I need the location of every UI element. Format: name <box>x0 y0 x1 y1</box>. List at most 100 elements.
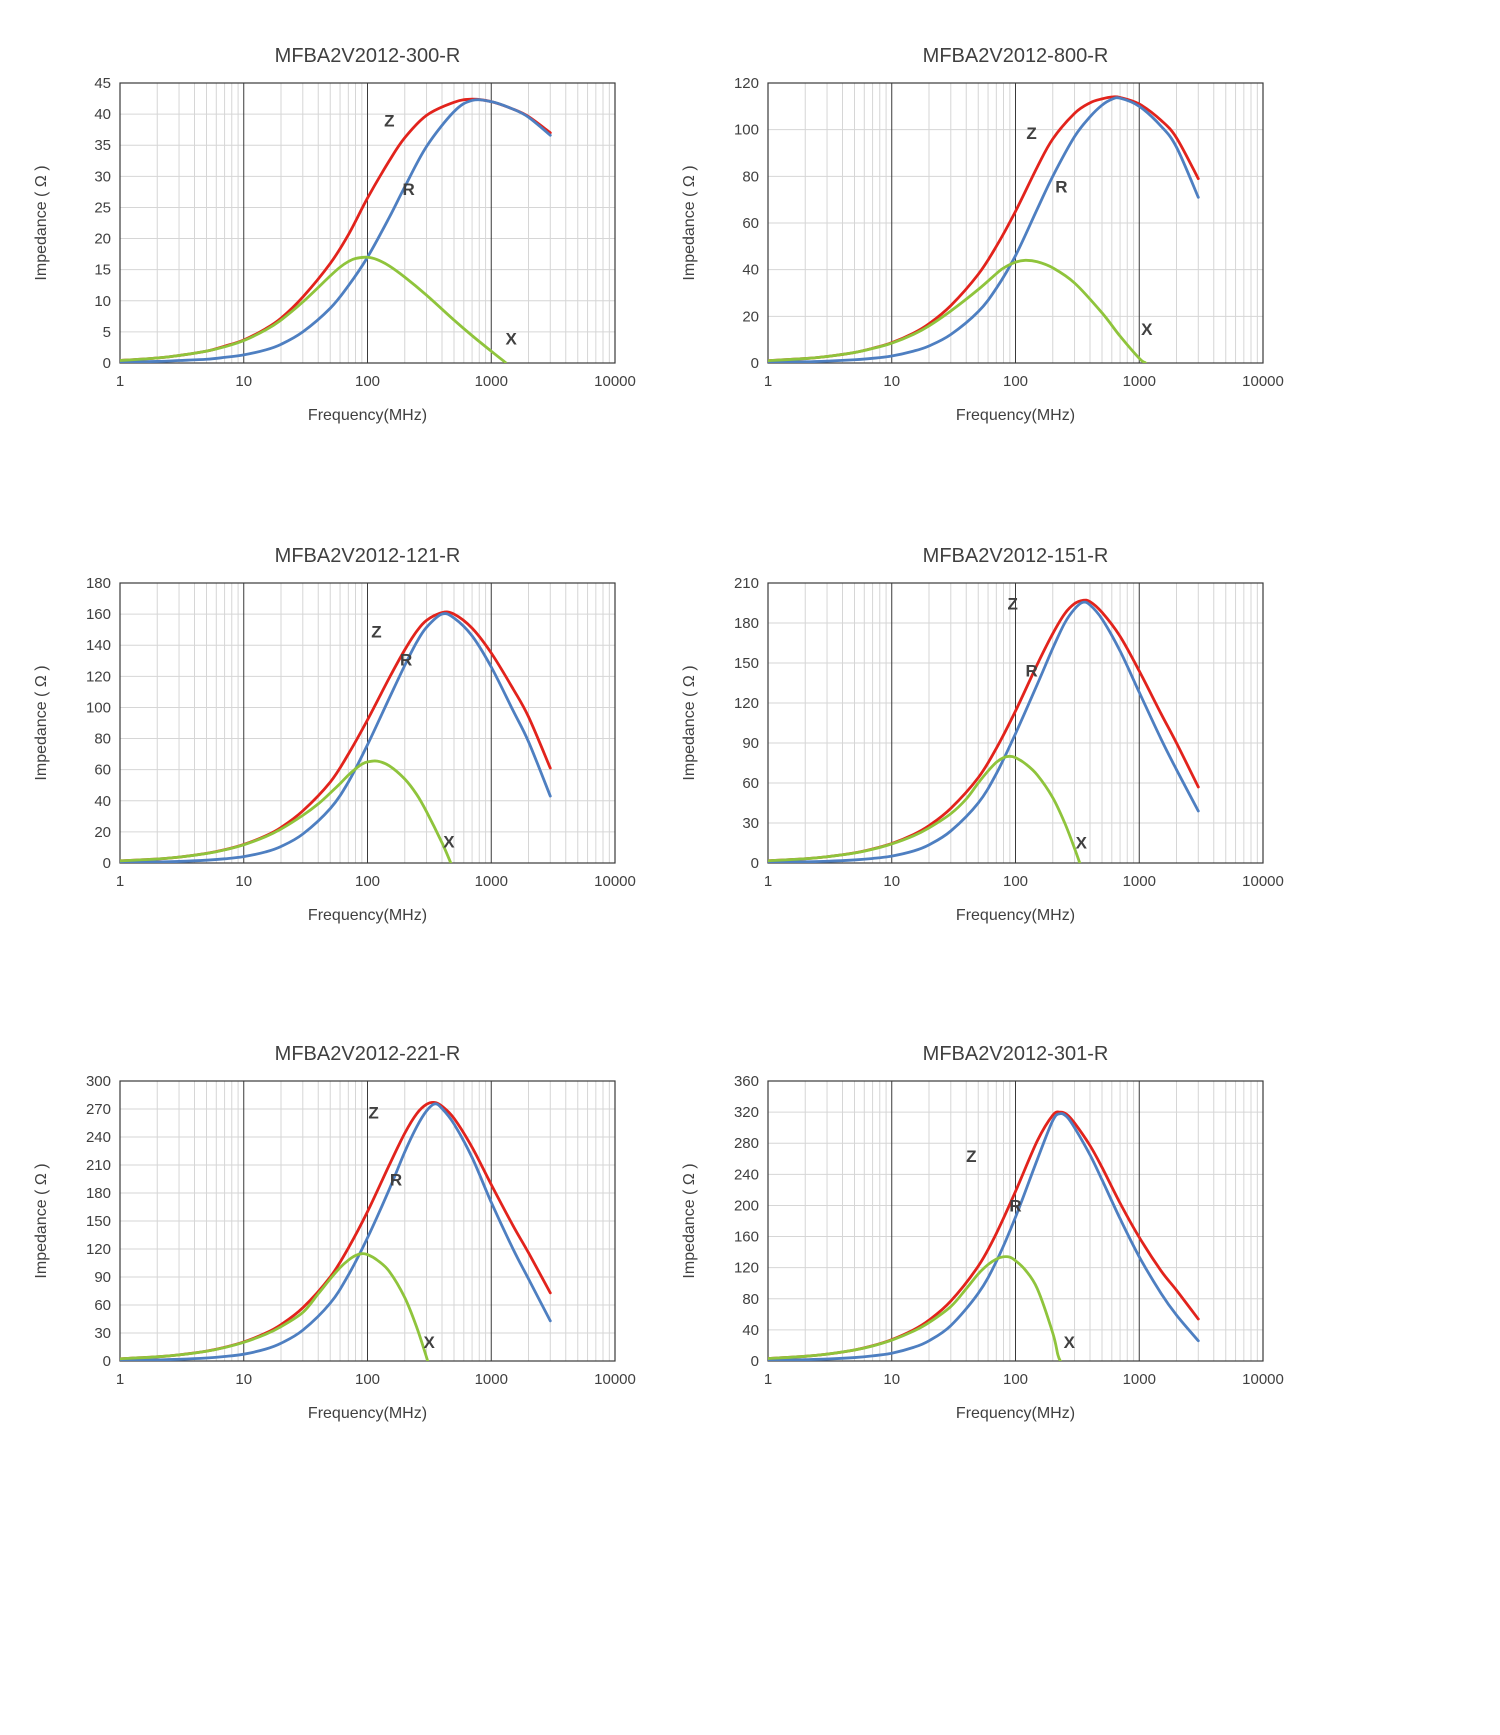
series-curve-X <box>768 1255 1062 1361</box>
y-tick-label: 0 <box>751 1353 759 1370</box>
gridlines <box>768 582 1263 864</box>
x-axis-label: Frequency(MHz) <box>956 1405 1075 1422</box>
x-tick-label: 10000 <box>594 873 636 890</box>
series-label-R: R <box>400 650 412 669</box>
x-axis-label: Frequency(MHz) <box>308 1405 427 1422</box>
y-tick-label: 180 <box>86 575 111 592</box>
y-tick-label: 80 <box>742 168 759 185</box>
gridlines <box>120 1080 615 1362</box>
y-tick-label: 10 <box>94 293 111 310</box>
series-curve-R <box>120 98 552 363</box>
x-tick-label: 100 <box>1003 873 1028 890</box>
impedance-chart: Z R X 0 40 80 120 160 200 240 280 320 360 1 10 100 1000 1… <box>668 1026 1368 1476</box>
x-tick-label: 100 <box>355 373 380 390</box>
y-tick-label: 360 <box>734 1073 759 1090</box>
plot-border <box>767 582 1264 864</box>
y-axis-label: Impedance ( Ω ) <box>33 165 50 280</box>
impedance-chart-svg: Z R X 0 5 10 15 20 25 30 35 40 45 1 10 100 1000 10000 MFBA… <box>33 45 636 424</box>
series-curve-X <box>768 754 1082 863</box>
series-curve-R <box>120 612 552 863</box>
series-curves <box>120 97 552 363</box>
x-tick-label: 1000 <box>1123 873 1156 890</box>
impedance-chart: Z R X 0 20 40 60 80 100 120 1 10 100 1000 10000 MFBA2V2… <box>668 28 1368 478</box>
y-tick-label: 120 <box>734 1260 759 1277</box>
x-tick-label: 1 <box>116 873 124 890</box>
impedance-chart: Z R X 0 5 10 15 20 25 30 35 40 45 1 10 100 1000 10000 MFBA… <box>20 28 720 478</box>
y-tick-label: 270 <box>86 1101 111 1118</box>
y-tick-label: 60 <box>742 775 759 792</box>
series-label-R: R <box>402 180 414 199</box>
x-tick-label: 10000 <box>594 1371 636 1388</box>
y-tick-label: 120 <box>734 75 759 92</box>
y-tick-label: 180 <box>86 1185 111 1202</box>
y-tick-label: 120 <box>86 668 111 685</box>
y-tick-label: 0 <box>751 355 759 372</box>
x-tick-label: 1 <box>764 373 772 390</box>
y-axis-label: Impedance ( Ω ) <box>33 1163 50 1278</box>
x-tick-label: 10 <box>235 1371 252 1388</box>
y-tick-label: 0 <box>103 1353 111 1370</box>
plot-border <box>119 1080 616 1362</box>
series-label-R: R <box>1055 178 1067 197</box>
x-tick-label: 1 <box>116 373 124 390</box>
series-label-R: R <box>390 1171 402 1190</box>
y-tick-label: 210 <box>86 1157 111 1174</box>
series-curve-R <box>120 1102 552 1361</box>
plot-border <box>119 582 616 864</box>
y-tick-label: 320 <box>734 1104 759 1121</box>
x-axis-label: Frequency(MHz) <box>956 907 1075 924</box>
y-tick-label: 40 <box>94 793 111 810</box>
y-tick-label: 40 <box>742 262 759 279</box>
plot-border <box>767 82 1264 364</box>
y-tick-label: 20 <box>742 308 759 325</box>
series-label-Z: Z <box>1026 124 1036 143</box>
impedance-chart-svg: Z R X 0 30 60 90 120 150 180 210 1 10 100 1000 10000 MFB… <box>681 545 1284 924</box>
x-tick-label: 1000 <box>475 373 508 390</box>
impedance-chart: Z R X 0 20 40 60 80 100 120 140 160 180 1 10 100 1000 100… <box>20 528 720 978</box>
chart-title: MFBA2V2012-151-R <box>923 545 1109 567</box>
gridlines <box>120 582 615 864</box>
series-label-X: X <box>1076 833 1088 852</box>
x-tick-label: 10 <box>883 873 900 890</box>
chart-title: MFBA2V2012-301-R <box>923 1043 1109 1065</box>
x-axis-label: Frequency(MHz) <box>956 407 1075 424</box>
plot-border <box>119 82 616 364</box>
series-curve-X <box>120 255 507 363</box>
y-tick-label: 30 <box>94 168 111 185</box>
series-label-Z: Z <box>371 622 381 641</box>
y-tick-label: 0 <box>103 855 111 872</box>
series-curves <box>120 1100 552 1361</box>
impedance-chart-svg: Z R X 0 40 80 120 160 200 240 280 320 360 1 10 100 1000 1… <box>681 1043 1284 1422</box>
series-curve-R <box>768 1112 1200 1361</box>
series-label-Z: Z <box>384 112 394 131</box>
x-tick-label: 100 <box>355 873 380 890</box>
y-tick-label: 150 <box>86 1213 111 1230</box>
y-tick-label: 210 <box>734 575 759 592</box>
series-curve-X <box>120 1252 429 1361</box>
y-tick-label: 200 <box>734 1197 759 1214</box>
series-label-Z: Z <box>1008 595 1018 614</box>
x-tick-label: 1000 <box>475 1371 508 1388</box>
impedance-chart: Z R X 0 30 60 90 120 150 180 210 240 270 300 1 10 100 100… <box>20 1026 720 1476</box>
gridlines <box>768 1080 1263 1362</box>
series-label-X: X <box>1064 1333 1076 1352</box>
y-tick-label: 90 <box>94 1269 111 1286</box>
x-tick-label: 1000 <box>1123 373 1156 390</box>
series-curve-X <box>768 258 1147 363</box>
series-curve-X <box>120 759 453 863</box>
series-label-Z: Z <box>368 1103 378 1122</box>
x-tick-label: 10000 <box>1242 873 1284 890</box>
x-tick-label: 10 <box>883 1371 900 1388</box>
y-axis-label: Impedance ( Ω ) <box>681 165 698 280</box>
series-curves <box>768 598 1200 863</box>
y-tick-label: 0 <box>751 855 759 872</box>
series-label-R: R <box>1025 661 1037 680</box>
y-tick-label: 30 <box>742 815 759 832</box>
x-tick-label: 10 <box>883 373 900 390</box>
series-label-X: X <box>1141 320 1153 339</box>
plot-border <box>767 1080 1264 1362</box>
y-tick-label: 60 <box>742 215 759 232</box>
x-tick-label: 10 <box>235 373 252 390</box>
y-tick-label: 60 <box>94 762 111 779</box>
y-tick-label: 240 <box>734 1166 759 1183</box>
